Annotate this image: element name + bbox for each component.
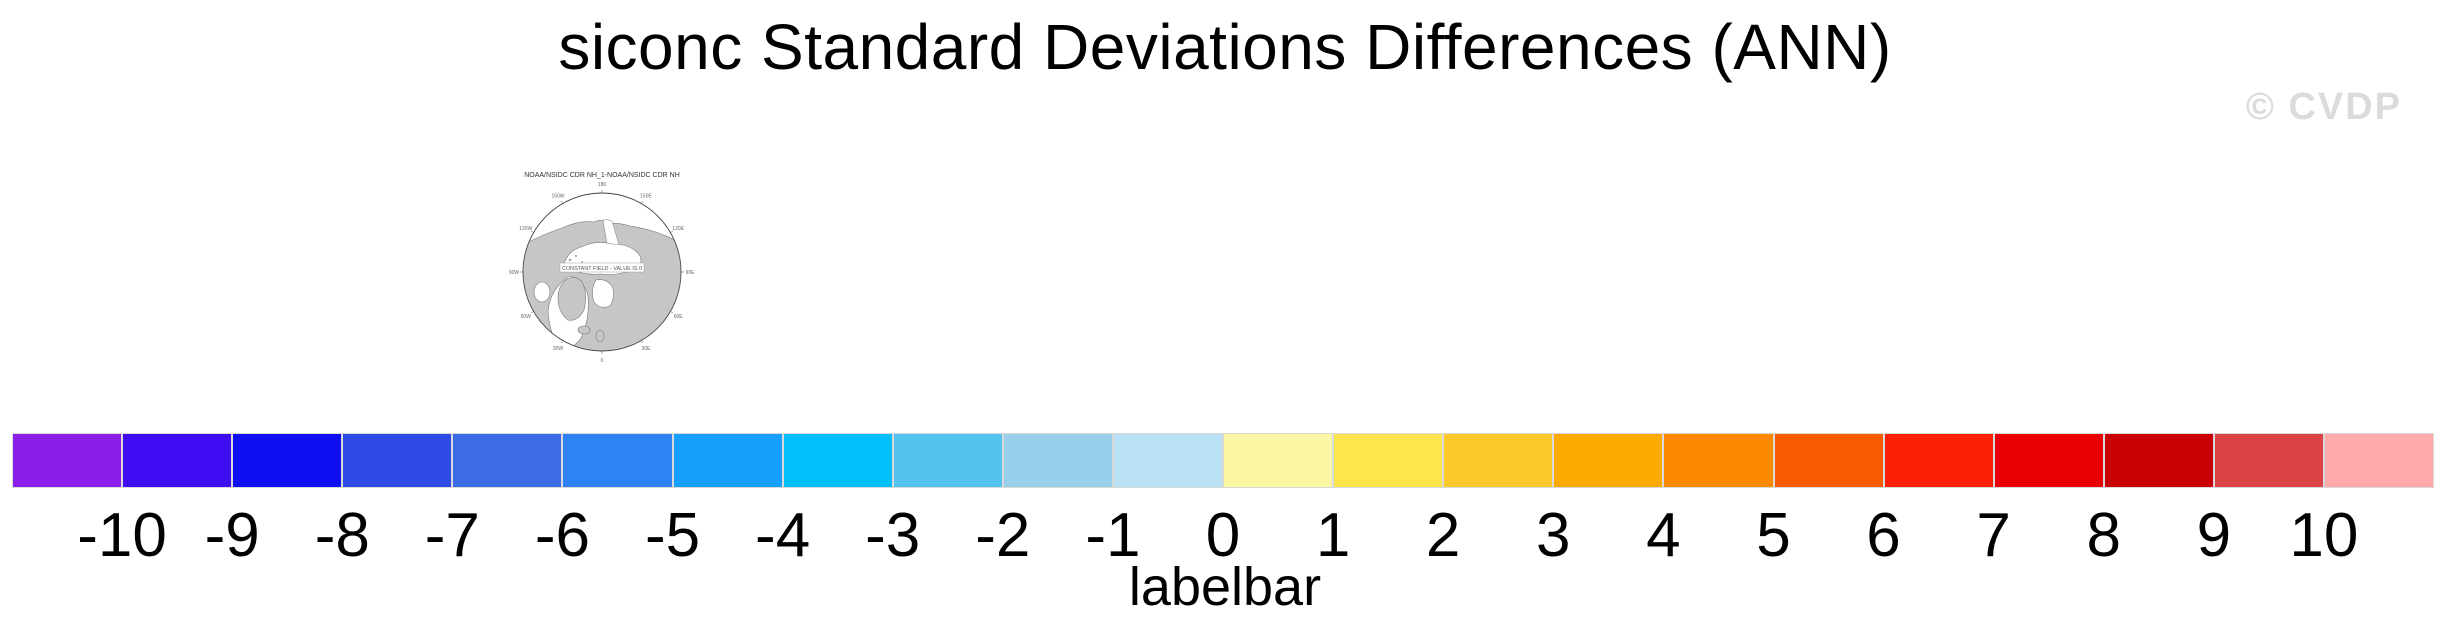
map-longitude-tick — [560, 200, 563, 204]
colorbar-box — [1223, 433, 1334, 488]
colorbar-box — [1883, 433, 1994, 488]
colorbar-tick-label: 7 — [1976, 501, 2011, 570]
colorbar-box — [1333, 433, 1444, 488]
colorbar-box — [1663, 433, 1774, 488]
colorbar-box — [2323, 433, 2435, 488]
map-panel-title: NOAA/NSIDC CDR NH_1-NOAA/NSIDC CDR NH — [524, 172, 680, 179]
colorbar-tick-label: -7 — [424, 501, 480, 570]
archipelago-islet — [568, 258, 572, 262]
map-longitude-label: 120W — [519, 226, 532, 232]
colorbar-tick-label: 0 — [1205, 501, 1241, 570]
colorbar-tick-label: -6 — [534, 501, 591, 570]
colorbar-box — [1993, 433, 2104, 488]
colorbar-box — [2103, 433, 2214, 488]
constant-field-strip — [559, 262, 645, 273]
colorbar-tick-label: 5 — [1756, 501, 1791, 570]
map-longitude-label: 180 — [598, 182, 607, 188]
colorbar-tick-label: -3 — [865, 501, 921, 570]
colorbar-tick-label: 4 — [1646, 501, 1681, 570]
map-longitude-label: 60W — [521, 314, 532, 320]
map-longitude-tick — [530, 311, 534, 314]
colorbar-box — [672, 433, 783, 488]
colorbar-tick-label: 8 — [2086, 501, 2121, 570]
map-longitude-label: 150E — [640, 194, 652, 200]
map-longitude-label: 30E — [642, 346, 652, 352]
map-ring-ticks — [520, 190, 684, 354]
map-longitude-label: 90W — [509, 270, 520, 276]
map-longitude-tick — [670, 311, 674, 314]
map-ring-labels: 180 150E 120E 90E 60E 30E 0 30W 60W 90W 120W 150W — [509, 182, 695, 364]
map-longitude-label: 60E — [674, 314, 684, 320]
archipelago-islet — [574, 254, 578, 258]
map-longitude-label: 30W — [553, 346, 564, 352]
map-longitude-tick — [641, 340, 644, 344]
colorbar-tick-label: -8 — [314, 501, 370, 570]
map-longitude-tick — [641, 200, 644, 204]
colorbar-caption: labelbar — [1128, 557, 1322, 617]
colorbar-tick-label: -1 — [1085, 501, 1141, 570]
colorbar-tick-label: -9 — [204, 501, 260, 570]
colorbar-box — [2213, 433, 2324, 488]
map-longitude-label: 120E — [672, 226, 684, 232]
colorbar-tick-label: -5 — [644, 501, 701, 570]
map-longitude-tick — [670, 230, 674, 233]
colorbar-box — [562, 433, 673, 488]
colorbar-tick-label: 3 — [1536, 501, 1571, 570]
ocean-norwegian-sea — [592, 279, 614, 308]
iceland — [577, 325, 591, 335]
colorbar-box — [342, 433, 453, 488]
colorbar — [12, 433, 2435, 488]
colorbar-tick-label: -2 — [975, 501, 1031, 570]
archipelago-islet — [581, 261, 583, 263]
colorbar-box — [12, 433, 123, 488]
hudson-bay — [533, 281, 551, 303]
constant-field-message: CONSTANT FIELD - VALUE IS 0 — [562, 266, 642, 272]
colorbar-tick-label: -4 — [755, 501, 811, 570]
colorbar-box — [1443, 433, 1554, 488]
colorbar-box — [1112, 433, 1224, 488]
colorbar-box — [892, 433, 1003, 488]
map-longitude-label: 150W — [551, 194, 564, 200]
map-longitude-tick — [530, 230, 534, 233]
map-longitude-label: 0 — [601, 358, 604, 364]
polar-map: NOAA/NSIDC CDR NH_1-NOAA/NSIDC CDR NH — [509, 172, 695, 364]
colorbar-tick-label: 10 — [2289, 501, 2359, 570]
colorbar-box — [1773, 433, 1884, 488]
british-isles — [595, 329, 605, 343]
colorbar-box — [1002, 433, 1113, 488]
colorbar-box — [122, 433, 233, 488]
colorbar-box — [782, 433, 893, 488]
map-longitude-label: 90E — [686, 270, 696, 276]
colorbar-tick-label: 2 — [1425, 501, 1461, 570]
cvdp-watermark: © CVDP — [2245, 86, 2402, 128]
colorbar-box — [452, 433, 563, 488]
colorbar-tick-label: -10 — [77, 501, 167, 570]
colorbar-tick-label: 6 — [1866, 501, 1901, 570]
colorbar-tick-label: 1 — [1315, 501, 1351, 570]
greenland — [557, 277, 586, 321]
colorbar-tick-label: 9 — [2196, 501, 2232, 570]
page-title: siconc Standard Deviations Differences (… — [558, 11, 1892, 83]
colorbar-box — [1553, 433, 1664, 488]
colorbar-box — [232, 433, 343, 488]
colorbar-ticks: -10 -9 -8 -7 -6 -5 -4 -3 -2 -1 0 1 2 3 4 5 6 7 8 9 10 — [12, 503, 2434, 569]
map-longitude-tick — [560, 340, 563, 344]
polar-map-panel: NOAA/NSIDC CDR NH_1-NOAA/NSIDC CDR NH — [500, 164, 704, 368]
